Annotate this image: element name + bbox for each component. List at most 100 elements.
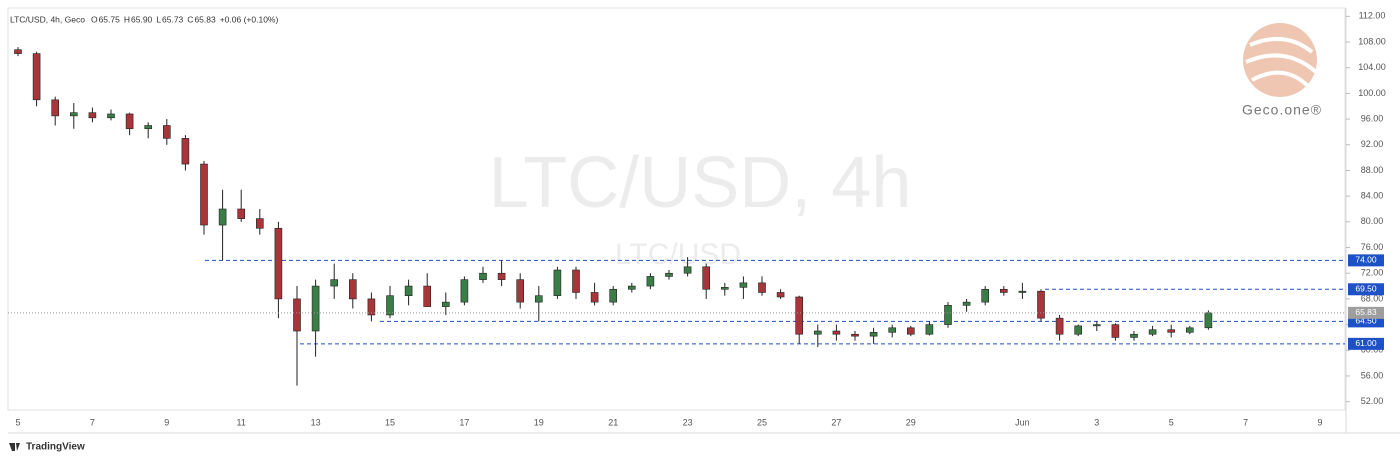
watermark-sub: LTC/USD [615,238,741,271]
x-tick-label: 5 [1169,417,1174,427]
header-field-value: 65.73 [162,14,184,24]
candle-body [107,113,115,119]
candle-body [237,208,245,219]
watermark: LTC/USD, 4h [489,143,912,223]
y-tick-label: 104.00 [1358,62,1386,72]
x-tick-label: 9 [1317,417,1322,427]
header-field-label: H [124,14,130,24]
x-tick-label: 11 [237,417,246,427]
candle-body [758,282,766,293]
y-tick-label: 88.00 [1361,165,1384,175]
candle-body [813,330,822,335]
x-tick-label: 27 [831,417,841,427]
candle-body [720,287,729,290]
x-tick-label: 25 [757,417,767,427]
x-tick-label: 7 [90,417,95,427]
y-tick-label: 100.00 [1358,88,1386,98]
logo-text: Geco.one® [1242,102,1322,118]
candle-body [330,279,339,287]
footer-logo [9,443,20,451]
header-field-label: L [156,14,161,24]
candle-body [944,305,952,325]
header-field-label: O [91,14,98,24]
candle-body [200,163,208,226]
candle-body [1167,329,1175,333]
candle-body [627,285,636,290]
candle-body [702,266,711,290]
level-label: 61.00 [1355,338,1377,348]
candle-body [553,269,562,296]
candle-body [1186,327,1194,333]
candle-body [776,292,785,298]
candle-body [181,138,190,165]
candle-body [981,288,990,303]
header-field-value: 65.83 [194,14,216,24]
candle-body [869,331,878,337]
candle-body [609,288,618,303]
candle-body [404,285,413,296]
candle-body [1204,312,1213,329]
candle-body [255,218,264,229]
footer-brand: TradingView [26,442,85,453]
x-tick-label: 5 [15,417,20,427]
logo: Geco.one® [1242,23,1322,118]
candle-body [739,282,748,288]
y-tick-label: 68.00 [1361,293,1384,303]
candle-body [218,208,227,226]
candle-body [32,53,41,101]
x-tick-label: Jun [1015,417,1030,427]
candle-body [479,272,487,280]
candle-body [441,301,450,307]
candle-body [516,279,525,303]
level-label: 69.50 [1355,284,1377,294]
y-tick-label: 92.00 [1361,139,1384,149]
x-tick-label: 7 [1243,417,1248,427]
y-tick-label: 84.00 [1361,191,1384,201]
candle-body [888,327,897,333]
candle-body [163,125,171,139]
y-tick-label: 72.00 [1361,268,1384,278]
candle-body [1074,325,1082,335]
header-change: +0.06 (+0.10%) [220,14,279,24]
header-field-value: 65.75 [99,14,121,24]
candle-body [144,125,152,130]
y-tick-label: 108.00 [1358,36,1386,46]
candle-body [795,296,804,335]
x-tick-label: 21 [608,417,618,427]
y-tick-label: 80.00 [1361,216,1384,226]
x-tick-label: 15 [385,417,395,427]
candle-body [497,272,506,280]
candle-body [646,276,655,287]
candle-body [274,227,283,300]
y-tick-label: 96.00 [1361,113,1384,123]
plot-frame [7,7,1346,411]
header-symbol: LTC/USD, 4h, Geco [10,14,85,24]
x-tick-label: 23 [683,417,693,427]
candle-body [665,272,673,277]
level-label: 64.50 [1355,316,1377,326]
ohlc-header: LTC/USD, 4h, Geco O 65.75 H 65.90 L 65.73 C 65.8… [10,14,278,24]
candle-body [70,112,78,117]
level-label-box [1348,337,1384,350]
x-tick-label: 13 [311,417,321,427]
logo-stripes [1245,36,1318,90]
candle-body [999,288,1008,293]
x-tick-label: 29 [906,417,916,427]
header-field-label: C [187,14,193,24]
candle-body [925,324,934,335]
y-tick-label: 52.00 [1361,396,1384,406]
candle-body [1018,290,1027,293]
candle-body [832,330,841,335]
y-tick-label: 76.00 [1361,242,1384,252]
candle-body [1130,333,1138,338]
x-tick-label: 3 [1094,417,1099,427]
candle-body [460,279,469,303]
candle-body [590,292,599,303]
candle-body [293,298,301,332]
candle-body [534,295,543,303]
header-field-value: 65.90 [131,14,153,24]
candle-body [1037,290,1045,319]
candle-body [423,285,432,307]
candle-body [348,279,357,300]
